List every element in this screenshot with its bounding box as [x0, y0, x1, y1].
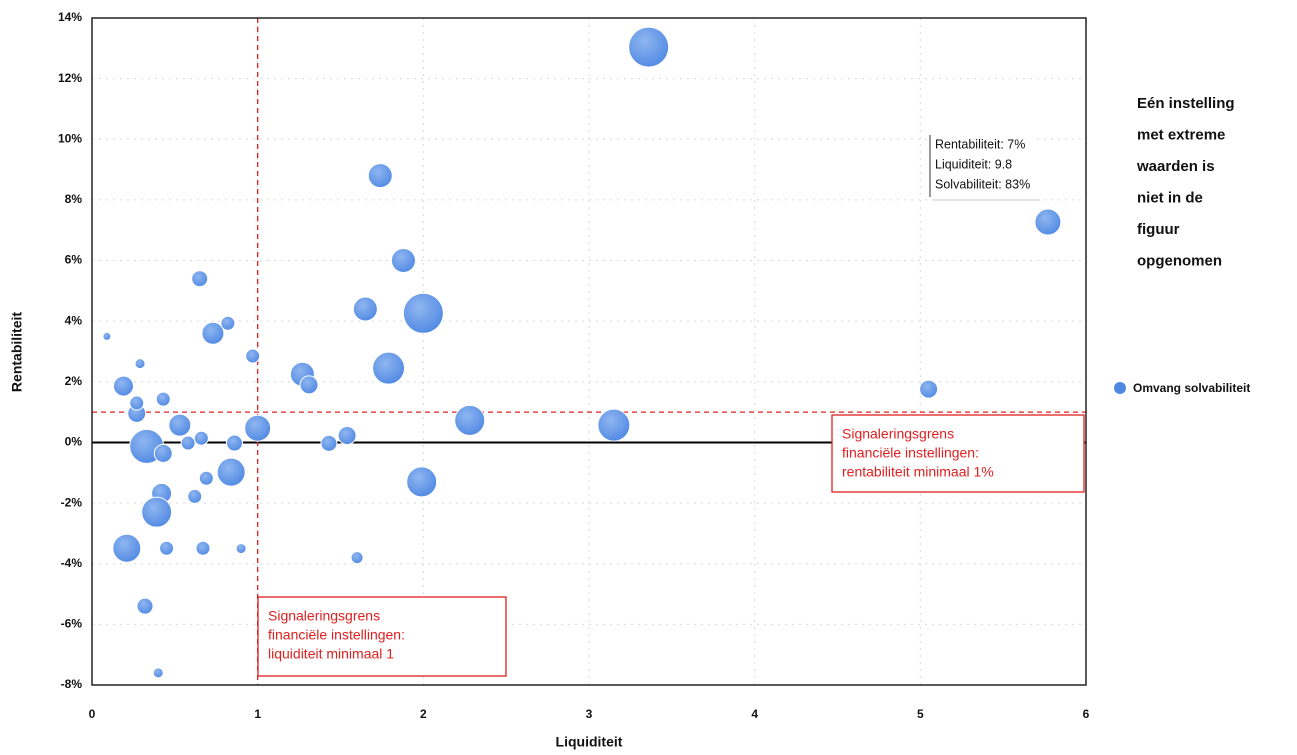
bubble	[141, 496, 173, 528]
threshold-note: financiële instellingen:	[268, 627, 405, 643]
y-tick-label: 10%	[58, 131, 82, 145]
bubble	[187, 488, 203, 504]
bubble	[220, 315, 236, 331]
side-note: figuur	[1137, 221, 1180, 238]
side-note: met extreme	[1137, 126, 1225, 143]
bubble	[225, 434, 243, 452]
bubble	[1034, 208, 1062, 236]
bubble	[320, 434, 338, 452]
y-tick-label: 2%	[65, 374, 83, 388]
bubble	[153, 443, 173, 463]
threshold-note: Signaleringsgrens	[842, 426, 954, 442]
y-tick-label: 0%	[65, 435, 83, 449]
bubble	[367, 163, 393, 189]
x-tick-label: 6	[1083, 707, 1090, 721]
y-tick-label: 14%	[58, 10, 82, 24]
bubble	[168, 413, 192, 437]
bubble	[191, 270, 209, 288]
x-tick-label: 1	[254, 707, 261, 721]
bubble	[235, 543, 247, 555]
bubble	[112, 533, 142, 563]
bubble	[112, 375, 134, 397]
bubble	[102, 331, 112, 341]
threshold-note: liquiditeit minimaal 1	[268, 646, 394, 662]
bubble	[919, 379, 939, 399]
bubble	[402, 292, 444, 334]
bubble	[337, 425, 357, 445]
legend-label: Omvang solvabiliteit	[1133, 381, 1250, 395]
bubble	[350, 551, 364, 565]
bubble	[454, 404, 486, 436]
bubble	[597, 408, 631, 442]
y-tick-label: -6%	[61, 617, 83, 631]
bubble	[201, 321, 225, 345]
bubble	[155, 391, 171, 407]
x-tick-label: 0	[89, 707, 96, 721]
callout-box	[928, 132, 1036, 198]
y-tick-label: 12%	[58, 71, 82, 85]
y-tick-label: 8%	[65, 192, 83, 206]
y-axis-title: Rentabiliteit	[9, 312, 25, 392]
callout-text: Solvabiliteit: 83%	[935, 177, 1030, 191]
side-note: opgenomen	[1137, 252, 1222, 269]
x-tick-label: 4	[751, 707, 758, 721]
threshold-note-frame	[257, 596, 507, 677]
y-tick-label: -2%	[61, 495, 83, 509]
threshold-note: financiële instellingen:	[842, 445, 979, 461]
bubble	[129, 395, 145, 411]
bubble	[152, 667, 164, 679]
bubble	[134, 358, 146, 370]
y-tick-label: 4%	[65, 313, 83, 327]
bubble	[406, 466, 438, 498]
x-tick-label: 3	[586, 707, 593, 721]
plot-frame	[91, 17, 1087, 686]
bubble	[180, 435, 196, 451]
bubble	[244, 414, 272, 442]
threshold-note: Signaleringsgrens	[268, 608, 380, 624]
x-axis-title: Liquiditeit	[556, 734, 623, 750]
bubble	[390, 248, 416, 274]
bubble	[352, 296, 378, 322]
bubble	[195, 540, 211, 556]
side-note: niet in de	[1137, 189, 1203, 206]
threshold-note: rentabiliteit minimaal 1%	[842, 464, 994, 480]
bubble	[245, 348, 261, 364]
callout-text: Liquiditeit: 9.8	[935, 157, 1012, 171]
bubble	[198, 470, 214, 486]
legend-swatch	[1114, 382, 1126, 394]
side-note: waarden is	[1136, 158, 1215, 175]
bubble	[372, 351, 406, 385]
x-tick-label: 5	[917, 707, 924, 721]
bubble	[159, 540, 175, 556]
bubble	[193, 430, 209, 446]
callout-text: Rentabiliteit: 7%	[935, 137, 1025, 151]
side-note: Eén instelling	[1137, 95, 1235, 112]
bubble	[299, 375, 319, 395]
bubble	[216, 457, 246, 487]
y-tick-label: -4%	[61, 556, 83, 570]
y-tick-label: 6%	[65, 253, 83, 267]
bubble	[628, 26, 670, 68]
bubble	[136, 597, 154, 615]
y-tick-label: -8%	[61, 677, 83, 691]
threshold-note-frame	[831, 414, 1085, 493]
x-tick-label: 2	[420, 707, 427, 721]
